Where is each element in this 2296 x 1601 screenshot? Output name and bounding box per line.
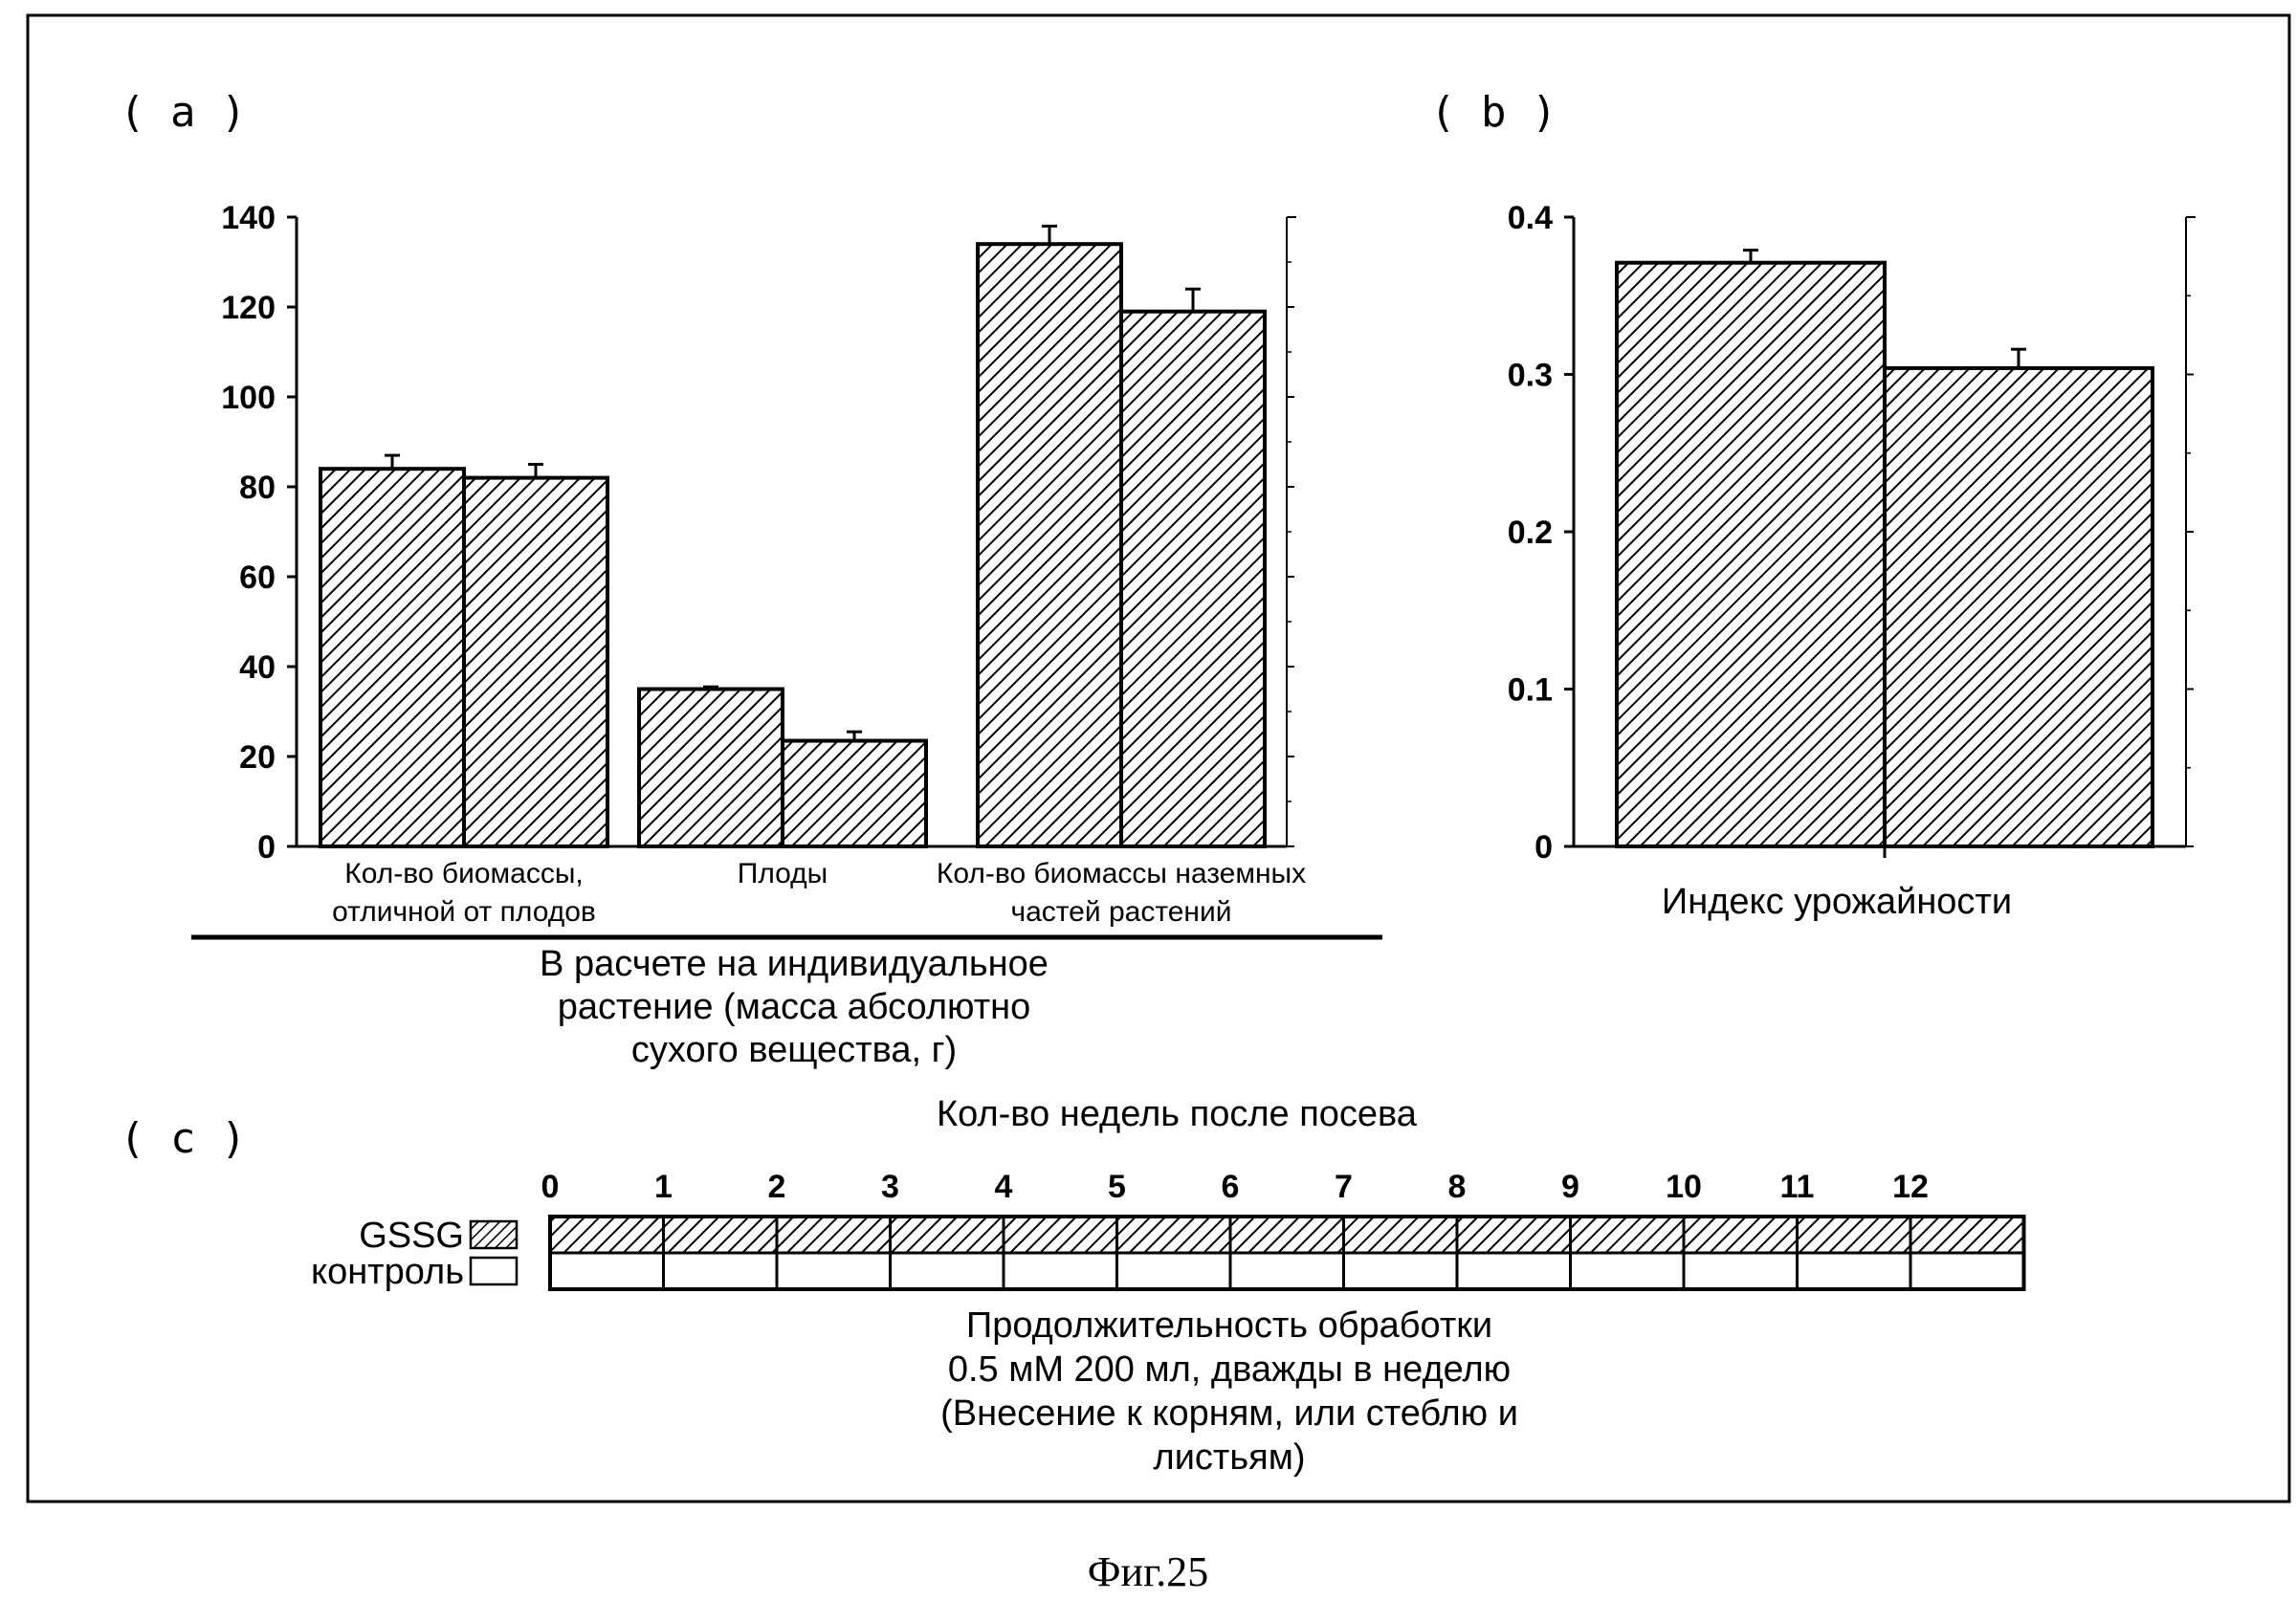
chart-c-week-label: 12 xyxy=(1892,1169,1929,1205)
chart-c-week-label: 7 xyxy=(1335,1169,1353,1205)
chart-a-category-label: Кол-во биомассы наземных xyxy=(937,858,1306,889)
chart-a-y-tick-label: 60 xyxy=(239,559,276,596)
chart-c-cell xyxy=(1230,1217,1344,1253)
chart-a: 0 20 40 60 80 100 120 140 Кол-во биомассы, отличн… xyxy=(221,200,1306,928)
chart-c-week-label: 5 xyxy=(1108,1169,1126,1205)
chart-c-row-label: GSSG xyxy=(359,1216,464,1256)
chart-c-cell xyxy=(1571,1217,1685,1253)
chart-b-y-tick-label: 0.2 xyxy=(1508,515,1553,551)
chart-b: 0 0.1 0.2 0.3 0.4 Индекс урожайности xyxy=(1508,200,2196,922)
chart-c-cell xyxy=(1457,1217,1571,1253)
chart-c-cell xyxy=(1684,1217,1798,1253)
chart-c-cell xyxy=(1798,1253,1911,1289)
chart-a-y-tick-label: 140 xyxy=(221,200,276,236)
chart-a-y-tick-label: 0 xyxy=(257,829,276,866)
chart-a-y-tick-label: 80 xyxy=(239,470,276,506)
chart-c: 0123456789101112GSSGконтрольПродолжитель… xyxy=(311,1169,2023,1478)
chart-c-cell xyxy=(550,1253,664,1289)
chart-c-cell xyxy=(891,1217,1004,1253)
chart-c-cell xyxy=(1457,1253,1571,1289)
chart-c-week-label: 8 xyxy=(1448,1169,1467,1205)
chart-c-legend-swatch xyxy=(471,1258,517,1284)
chart-b-y-tick-label: 0.3 xyxy=(1508,358,1553,394)
chart-b-y-tick-label: 0.4 xyxy=(1508,200,1553,236)
chart-a-xlabel: В расчете на индивидуальноерастение (мас… xyxy=(540,944,1049,1070)
chart-c-cell xyxy=(777,1253,891,1289)
chart-a-bar xyxy=(320,469,464,846)
chart-a-xlabel-line: сухого вещества, г) xyxy=(631,1030,957,1070)
chart-c-cell xyxy=(1344,1217,1458,1253)
chart-b-category-label: Индекс урожайности xyxy=(1662,882,2012,922)
chart-c-row-label: контроль xyxy=(311,1252,464,1292)
chart-c-cell xyxy=(1571,1253,1685,1289)
chart-b-y-tick-label: 0 xyxy=(1534,829,1553,866)
chart-a-bar xyxy=(783,741,926,846)
chart-c-week-label: 0 xyxy=(541,1169,560,1205)
chart-c-cell xyxy=(664,1253,778,1289)
chart-a-bar xyxy=(978,244,1121,846)
chart-c-cell xyxy=(1910,1253,2024,1289)
panel-c-label: ( c ) xyxy=(120,1114,246,1163)
chart-c-week-label: 4 xyxy=(995,1169,1013,1205)
chart-a-category-label: отличной от плодов xyxy=(332,896,596,928)
chart-c-week-label: 9 xyxy=(1561,1169,1579,1205)
chart-a-category-label: частей растений xyxy=(1010,896,1231,928)
panel-b-label: ( b ) xyxy=(1430,88,1556,137)
chart-c-cell xyxy=(891,1253,1004,1289)
chart-b-y-tick-label: 0.1 xyxy=(1508,672,1553,709)
figure-caption: Фиг.25 xyxy=(1088,1548,1208,1595)
chart-c-week-label: 6 xyxy=(1222,1169,1240,1205)
chart-c-cell xyxy=(550,1217,664,1253)
chart-a-bar xyxy=(464,478,607,846)
chart-a-y-tick-label: 120 xyxy=(221,290,276,326)
chart-c-cell xyxy=(1798,1217,1911,1253)
chart-a-y-tick-label: 100 xyxy=(221,380,276,416)
chart-c-week-label: 11 xyxy=(1780,1169,1815,1205)
chart-b-bar xyxy=(1617,263,1885,846)
chart-c-legend-swatch xyxy=(471,1221,517,1248)
chart-c-footnote-line: листьям) xyxy=(1154,1437,1306,1478)
chart-c-cell xyxy=(1684,1253,1798,1289)
chart-c-footnote-line: Продолжительность обработки xyxy=(966,1305,1492,1346)
chart-c-week-label: 10 xyxy=(1666,1169,1702,1205)
chart-c-footnote-line: (Внесение к корням, или стеблю и xyxy=(940,1393,1518,1434)
chart-c-cell xyxy=(1117,1253,1231,1289)
chart-c-cell xyxy=(1004,1217,1117,1253)
chart-a-xlabel-line: растение (масса абсолютно xyxy=(558,987,1030,1027)
chart-a-y-tick-label: 20 xyxy=(239,739,276,776)
chart-c-week-label: 3 xyxy=(881,1169,899,1205)
chart-c-cell xyxy=(1910,1217,2024,1253)
panel-a-label: ( a ) xyxy=(120,88,246,137)
chart-c-cell xyxy=(1230,1253,1344,1289)
chart-a-xlabel-line: В расчете на индивидуальное xyxy=(540,944,1049,984)
chart-a-category-label: Плоды xyxy=(738,858,828,889)
chart-c-cell xyxy=(1117,1217,1231,1253)
chart-c-cell xyxy=(1004,1253,1117,1289)
chart-a-bar xyxy=(639,690,783,847)
chart-a-category-label: Кол-во биомассы, xyxy=(344,858,583,889)
chart-c-cell xyxy=(1344,1253,1458,1289)
chart-c-cell xyxy=(664,1217,778,1253)
chart-c-week-label: 2 xyxy=(768,1169,786,1205)
chart-c-week-label: 1 xyxy=(654,1169,673,1205)
chart-a-y-tick-label: 40 xyxy=(239,649,276,686)
chart-a-bar xyxy=(1121,312,1265,846)
chart-b-bar xyxy=(1885,368,2152,846)
chart-c-cell xyxy=(777,1217,891,1253)
chart-c-title: Кол-во недель после посева xyxy=(937,1094,1418,1134)
chart-c-footnote-line: 0.5 мМ 200 мл, дважды в неделю xyxy=(948,1349,1511,1390)
